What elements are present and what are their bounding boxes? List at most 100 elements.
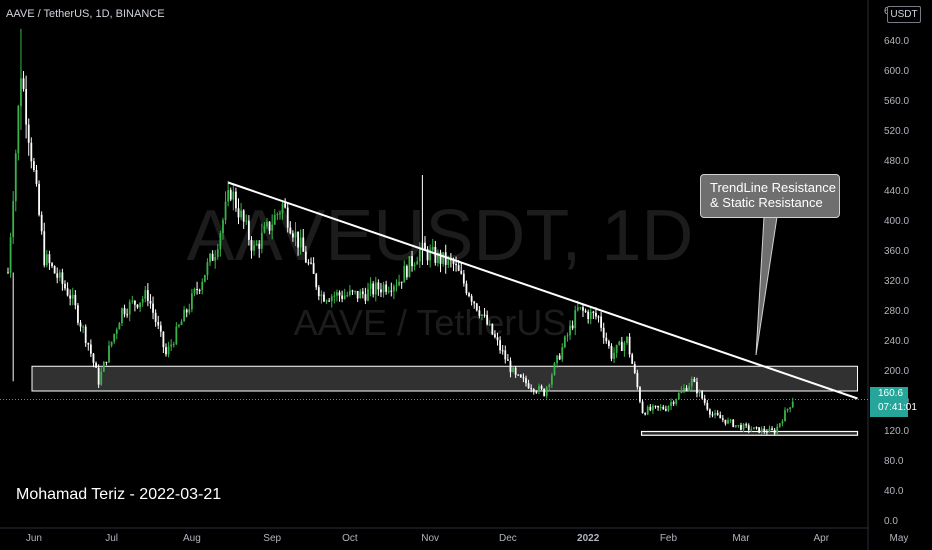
candle-body xyxy=(58,272,61,278)
resistance-callout[interactable]: TrendLine Resistance & Static Resistance xyxy=(700,174,840,218)
candle-body xyxy=(765,431,768,433)
candle-body xyxy=(356,290,359,299)
candle-body xyxy=(538,386,540,392)
candle-body xyxy=(229,190,232,200)
candle-body xyxy=(592,311,595,313)
candle-body xyxy=(576,307,579,311)
candle-body xyxy=(724,419,727,424)
candle-body xyxy=(144,290,147,299)
candle-body xyxy=(563,336,566,348)
candle-body xyxy=(688,386,691,391)
candle-body xyxy=(698,391,701,394)
candle-body xyxy=(784,410,786,422)
resistance-zone[interactable] xyxy=(31,365,859,392)
candle-body xyxy=(131,300,134,302)
candle-body xyxy=(190,293,193,310)
candle-body xyxy=(543,388,546,396)
candle-body xyxy=(548,384,551,388)
y-tick-label: 480.0 xyxy=(884,156,909,167)
candle-body xyxy=(84,326,87,344)
candle-body xyxy=(654,405,657,407)
candle-body xyxy=(703,398,706,403)
candle-body xyxy=(17,105,20,154)
candle-body xyxy=(740,424,742,430)
candle-body xyxy=(387,290,390,292)
candle-body xyxy=(128,301,131,315)
candle-body xyxy=(610,346,613,359)
x-tick-label: May xyxy=(890,533,909,544)
candle-body xyxy=(27,124,30,143)
candle-body xyxy=(701,391,704,399)
candle-body xyxy=(100,371,103,385)
candle-body xyxy=(771,428,773,430)
currency-unit[interactable]: USDT xyxy=(887,6,921,23)
candle-body xyxy=(729,419,732,421)
candle-body xyxy=(255,243,258,246)
y-tick-label: 200.0 xyxy=(884,366,909,377)
y-tick-label: 640.0 xyxy=(884,36,909,47)
candle-body xyxy=(475,303,478,311)
candle-body xyxy=(426,249,429,261)
candle-body xyxy=(22,78,25,90)
candle-body xyxy=(437,252,439,263)
candle-body xyxy=(7,272,9,274)
candle-body xyxy=(455,263,457,266)
candle-body xyxy=(501,350,504,352)
candle-body xyxy=(118,323,121,330)
x-tick-label: Nov xyxy=(421,533,439,544)
x-tick-label: Dec xyxy=(499,533,517,544)
candle-body xyxy=(374,282,377,295)
candle-body xyxy=(403,266,406,283)
candle-body xyxy=(79,322,82,327)
candle-body xyxy=(126,314,129,316)
candle-body xyxy=(40,214,43,232)
candle-body xyxy=(431,247,434,250)
candle-body xyxy=(292,233,294,238)
zones xyxy=(0,365,868,436)
candle-body xyxy=(172,344,175,346)
candle-body xyxy=(719,415,722,419)
candle-body xyxy=(56,273,59,278)
candle-body xyxy=(302,237,305,252)
candle-body xyxy=(167,346,170,355)
candle-body xyxy=(206,262,209,276)
candle-body xyxy=(540,386,543,389)
candle-body xyxy=(196,288,198,291)
candle-body xyxy=(343,295,346,299)
candle-body xyxy=(382,284,385,293)
trendline-resistance[interactable] xyxy=(227,181,858,400)
candle-body xyxy=(121,308,123,324)
candle-body xyxy=(439,252,442,264)
candle-body xyxy=(240,210,242,218)
candle-body xyxy=(434,247,437,263)
candle-body xyxy=(613,352,615,359)
candle-body xyxy=(325,300,328,302)
candle-body xyxy=(602,327,605,338)
candles xyxy=(7,28,794,436)
candle-body xyxy=(372,283,375,295)
candle-body xyxy=(328,300,331,302)
candle-body xyxy=(517,374,520,376)
y-tick-label: 280.0 xyxy=(884,306,909,317)
candle-body xyxy=(71,294,74,299)
candle-body xyxy=(185,309,188,313)
candle-body xyxy=(110,341,113,346)
candle-body xyxy=(519,374,522,378)
candle-body xyxy=(680,390,683,394)
candle-body xyxy=(317,287,320,297)
candle-body xyxy=(755,427,758,429)
candle-body xyxy=(170,344,173,347)
candle-body xyxy=(618,341,621,345)
candle-body xyxy=(413,264,416,267)
candle-body xyxy=(263,226,266,233)
candle-body xyxy=(14,153,17,202)
candle-body xyxy=(462,273,465,284)
support-zone[interactable] xyxy=(640,430,859,436)
candle-body xyxy=(706,402,709,410)
candle-body xyxy=(123,308,126,315)
candle-body xyxy=(494,334,496,338)
candle-body xyxy=(245,220,248,222)
candle-body xyxy=(393,286,395,292)
candle-body xyxy=(390,290,393,292)
